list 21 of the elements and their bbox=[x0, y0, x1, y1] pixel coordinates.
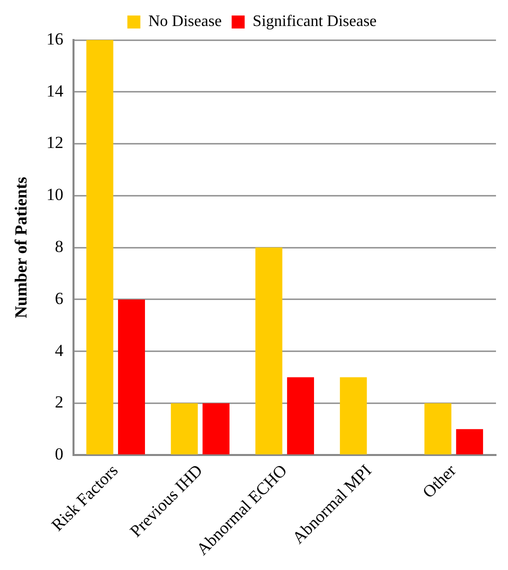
y-tick-label: 14 bbox=[46, 81, 64, 100]
y-tick-label: 6 bbox=[54, 288, 64, 308]
y-tick-label: 16 bbox=[46, 29, 64, 48]
y-tick-label: 4 bbox=[54, 340, 64, 360]
bar bbox=[118, 299, 145, 454]
y-tick-label: 12 bbox=[46, 133, 64, 152]
legend-label: Significant Disease bbox=[252, 13, 377, 30]
bar bbox=[287, 377, 314, 454]
bar bbox=[86, 40, 114, 454]
bar bbox=[170, 403, 198, 454]
bar bbox=[340, 377, 367, 454]
bar bbox=[456, 429, 484, 454]
y-tick-label: 0 bbox=[54, 444, 64, 464]
y-tick-label: 10 bbox=[46, 185, 64, 204]
legend-label: No Disease bbox=[148, 13, 222, 30]
y-tick-label: 2 bbox=[54, 392, 64, 412]
y-tick-label: 8 bbox=[54, 237, 64, 256]
bar bbox=[202, 403, 230, 454]
bar bbox=[424, 403, 452, 454]
y-axis-title: Number of Patients bbox=[12, 176, 31, 318]
bar bbox=[255, 248, 282, 454]
